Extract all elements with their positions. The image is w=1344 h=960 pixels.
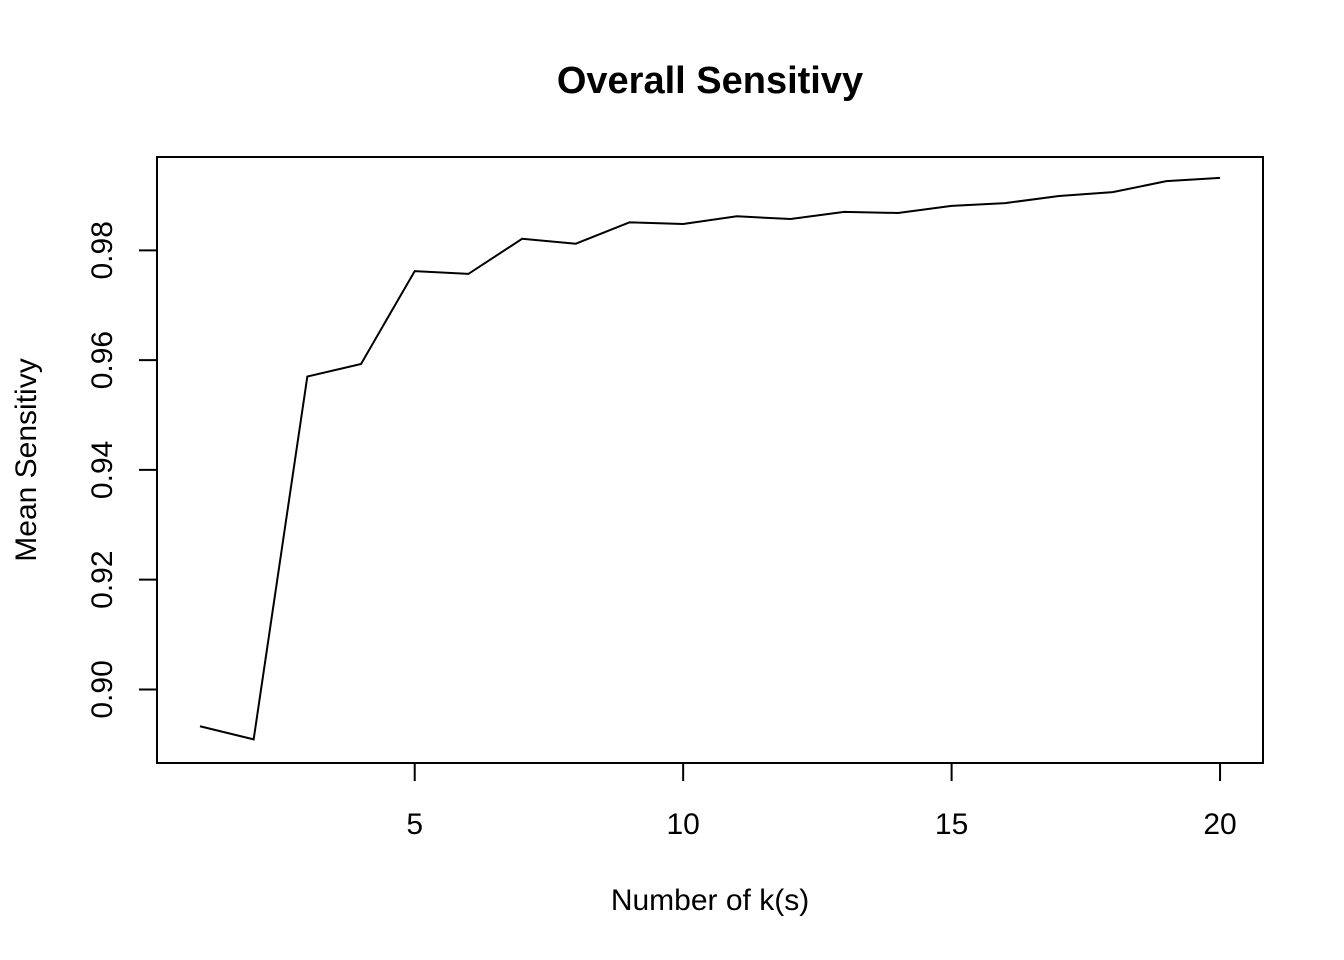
x-axis-label: Number of k(s) [611,884,809,917]
data-point [1058,195,1060,197]
data-point [790,218,792,220]
y-tick-label: 0.96 [86,331,119,389]
y-tick-label: 0.90 [86,660,119,718]
chart-title: Overall Sensitivy [557,60,863,102]
data-point [843,211,845,213]
data-point [628,221,630,223]
series-layer [199,176,1221,741]
x-axis: 5 10 15 20 [406,763,1237,841]
data-point [467,273,469,275]
data-point [360,363,362,365]
data-point [414,270,416,272]
y-tick-label: 0.94 [86,441,119,499]
y-tick-label: 0.92 [86,550,119,608]
data-point [575,243,577,245]
data-point [897,212,899,214]
y-axis-label: Mean Sensitivy [10,358,43,561]
data-point [521,238,523,240]
data-point [1219,177,1221,179]
data-point [306,376,308,378]
x-tick-label: 15 [935,808,968,841]
data-point [253,738,255,740]
data-point [199,725,201,727]
data-point [682,223,684,225]
data-point [1004,202,1006,204]
y-axis: 0.90 0.92 0.94 0.96 0.98 [86,221,157,719]
y-tick-label: 0.98 [86,221,119,279]
x-tick-label: 10 [666,808,699,841]
data-point [1112,191,1114,193]
data-point [951,205,953,207]
x-tick-label: 5 [406,808,423,841]
plot-frame [156,156,1264,764]
data-point [1165,180,1167,182]
series-line [199,176,1221,741]
x-tick-label: 20 [1203,808,1236,841]
data-point [736,215,738,217]
